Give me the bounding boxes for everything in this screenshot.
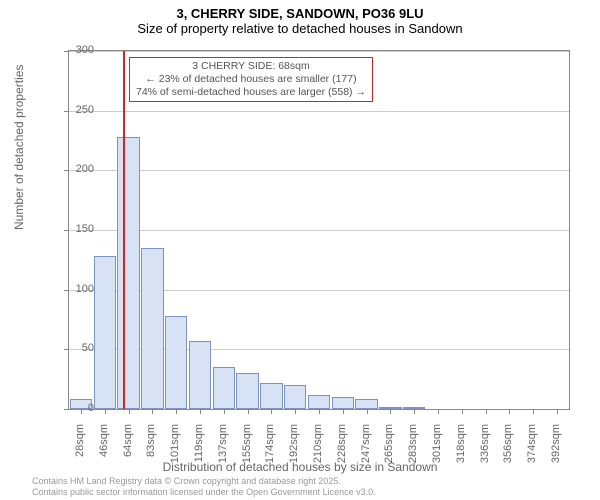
callout-line: 74% of semi-detached houses are larger (…: [136, 86, 366, 99]
attribution-line: Contains public sector information licen…: [32, 487, 376, 497]
x-tick: [152, 409, 153, 414]
callout-line: ← 23% of detached houses are smaller (17…: [136, 73, 366, 86]
x-tick: [486, 409, 487, 414]
histogram-bar: [308, 395, 330, 409]
histogram-bar: [117, 137, 139, 409]
x-tick-label: 46sqm: [98, 424, 110, 484]
x-tick-label: 155sqm: [241, 424, 253, 484]
x-tick-label: 174sqm: [264, 424, 276, 484]
x-tick: [390, 409, 391, 414]
x-tick-label: 101sqm: [169, 424, 181, 484]
x-tick: [319, 409, 320, 414]
x-tick: [414, 409, 415, 414]
histogram-bar: [165, 316, 187, 409]
x-tick-label: 228sqm: [336, 424, 348, 484]
x-tick-label: 301sqm: [431, 424, 443, 484]
chart-title-block: 3, CHERRY SIDE, SANDOWN, PO36 9LU Size o…: [0, 0, 600, 36]
callout-line: 3 CHERRY SIDE: 68sqm: [136, 60, 366, 73]
title-address: 3, CHERRY SIDE, SANDOWN, PO36 9LU: [0, 6, 600, 21]
x-tick-label: 336sqm: [479, 424, 491, 484]
x-tick: [295, 409, 296, 414]
histogram-bar: [213, 367, 235, 409]
x-tick: [367, 409, 368, 414]
title-subtitle: Size of property relative to detached ho…: [0, 21, 600, 36]
x-tick: [438, 409, 439, 414]
x-tick: [248, 409, 249, 414]
x-tick-label: 247sqm: [360, 424, 372, 484]
x-tick: [462, 409, 463, 414]
x-tick-label: 28sqm: [74, 424, 86, 484]
x-tick-label: 356sqm: [502, 424, 514, 484]
callout-box: 3 CHERRY SIDE: 68sqm← 23% of detached ho…: [129, 57, 373, 102]
reference-line: [123, 51, 125, 409]
x-tick: [224, 409, 225, 414]
grid-line: [69, 170, 569, 171]
x-tick: [557, 409, 558, 414]
x-tick-label: 374sqm: [526, 424, 538, 484]
histogram-bar: [94, 256, 116, 409]
x-tick: [533, 409, 534, 414]
y-tick-label: 250: [64, 104, 94, 116]
x-tick: [176, 409, 177, 414]
x-tick-label: 137sqm: [217, 424, 229, 484]
grid-line: [69, 51, 569, 52]
grid-line: [69, 111, 569, 112]
x-tick: [105, 409, 106, 414]
histogram-bar: [332, 397, 354, 409]
x-tick-label: 192sqm: [288, 424, 300, 484]
histogram-bar: [189, 341, 211, 409]
x-tick: [200, 409, 201, 414]
x-tick-label: 83sqm: [145, 424, 157, 484]
y-tick-label: 150: [64, 223, 94, 235]
x-tick: [343, 409, 344, 414]
x-tick-label: 210sqm: [312, 424, 324, 484]
x-tick: [271, 409, 272, 414]
histogram-bar: [260, 383, 282, 409]
x-tick-label: 265sqm: [383, 424, 395, 484]
x-tick-label: 392sqm: [550, 424, 562, 484]
x-tick: [129, 409, 130, 414]
y-tick-label: 0: [64, 402, 94, 414]
x-tick-label: 119sqm: [193, 424, 205, 484]
y-tick-label: 50: [64, 342, 94, 354]
x-tick-label: 64sqm: [122, 424, 134, 484]
x-tick: [509, 409, 510, 414]
x-tick-label: 283sqm: [407, 424, 419, 484]
histogram-bar: [141, 248, 163, 409]
y-tick-label: 200: [64, 163, 94, 175]
y-tick-label: 100: [64, 283, 94, 295]
histogram-bar: [284, 385, 306, 409]
histogram-plot: 3 CHERRY SIDE: 68sqm← 23% of detached ho…: [68, 50, 570, 410]
y-axis-label: Number of detached properties: [12, 65, 26, 230]
histogram-bar: [236, 373, 258, 409]
y-tick-label: 300: [64, 44, 94, 56]
grid-line: [69, 230, 569, 231]
histogram-bar: [355, 399, 377, 409]
x-tick-label: 318sqm: [455, 424, 467, 484]
